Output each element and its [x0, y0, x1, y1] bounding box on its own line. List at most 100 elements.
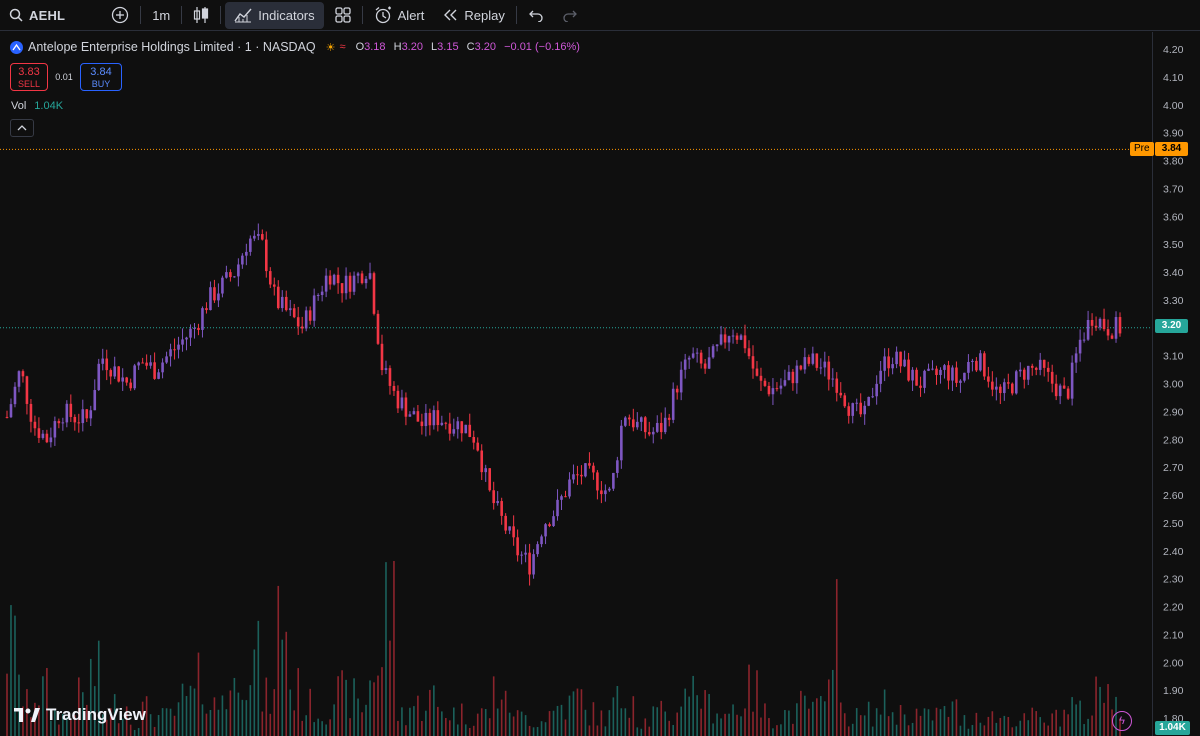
price-tick-label: 4.20	[1163, 44, 1184, 56]
price-axis[interactable]: 4.20 4.10 4.00 3.90 3.80 3.70 3.60 3.50 3.40 3.30…	[1152, 32, 1200, 736]
candle-body	[1098, 318, 1102, 328]
candle-body	[1094, 325, 1098, 328]
volume-bar	[1079, 700, 1081, 736]
sell-button[interactable]: 3.83 SELL	[10, 63, 48, 91]
candle-body	[807, 357, 811, 364]
symbol-title[interactable]: Antelope Enterprise Holdings Limited · 1…	[28, 40, 316, 54]
chart-type-button[interactable]	[184, 0, 218, 31]
volume-bar	[839, 702, 842, 736]
grid-icon	[334, 7, 351, 23]
price-tick-label: 3.00	[1163, 379, 1184, 391]
candle-body	[923, 370, 926, 388]
volume-bar	[189, 685, 192, 736]
volume-bar	[488, 718, 491, 736]
alert-button[interactable]: Alert	[365, 0, 434, 31]
volume-bar	[540, 721, 543, 736]
candle-body	[504, 515, 507, 531]
compare-button[interactable]	[102, 0, 138, 31]
interval-button[interactable]: 1m	[143, 0, 179, 31]
candle-body	[596, 472, 599, 491]
volume-bar	[859, 715, 862, 736]
collapse-legend-button[interactable]	[10, 119, 34, 137]
volume-bar	[301, 720, 304, 736]
candle-body	[1082, 339, 1086, 341]
pre-market-price-label: 3.84	[1155, 142, 1188, 156]
volume-bar	[1099, 686, 1101, 736]
volume-bar	[564, 719, 567, 736]
replay-button[interactable]: Replay	[433, 0, 513, 31]
candle-body	[360, 273, 364, 284]
buy-button[interactable]: 3.84 BUY	[80, 63, 122, 91]
undo-button[interactable]	[519, 0, 553, 31]
candle-body	[847, 406, 851, 416]
candle-body	[436, 410, 440, 426]
candle-body	[476, 442, 480, 451]
candle-body	[488, 468, 491, 491]
symbol-search[interactable]: AEHL	[0, 0, 74, 31]
volume-bar	[895, 724, 898, 736]
price-tick-label: 2.10	[1163, 629, 1184, 641]
volume-bar	[1075, 704, 1077, 736]
candle-body	[348, 275, 352, 292]
volume-bar	[740, 716, 742, 736]
chart-pane[interactable]	[0, 32, 1152, 736]
volume-bar	[891, 712, 894, 736]
volume-bar	[724, 713, 726, 736]
layouts-button[interactable]	[326, 0, 360, 31]
volume-bar	[225, 709, 228, 736]
candle-body	[145, 362, 148, 366]
close-key: C	[466, 41, 475, 53]
candle-body	[249, 238, 252, 252]
volume-bar	[121, 718, 124, 736]
volume-bar	[636, 727, 639, 736]
volume-bar	[1019, 720, 1022, 736]
candle-body	[835, 378, 839, 393]
volume-bar	[752, 711, 754, 736]
volume-bar	[788, 710, 790, 736]
candle-body	[584, 463, 587, 477]
candle-body	[1050, 371, 1054, 384]
redo-button[interactable]	[553, 0, 587, 31]
volume-bar	[113, 694, 116, 736]
candle-body	[771, 388, 775, 395]
volume-bar	[911, 722, 914, 736]
volume-bar	[556, 705, 559, 736]
volume-bar	[125, 706, 128, 736]
candle-body	[352, 275, 356, 292]
candle-body	[699, 352, 703, 364]
volume-bar	[676, 712, 678, 736]
market-status-sun-icon[interactable]: ☀	[325, 41, 336, 54]
candle-body	[165, 356, 168, 363]
candle-body	[679, 369, 683, 393]
tradingview-logo[interactable]: TradingView	[14, 705, 146, 725]
volume-bar	[357, 698, 359, 736]
candle-body	[113, 366, 117, 377]
candle-body	[300, 326, 304, 329]
volume-bar	[117, 723, 120, 736]
candle-body	[580, 474, 583, 477]
candle-body	[69, 403, 73, 417]
price-chart[interactable]	[0, 32, 1152, 736]
data-delay-icon[interactable]: ≈	[339, 41, 346, 53]
volume-legend[interactable]: Vol 1.04K	[11, 100, 63, 112]
candle-body	[983, 353, 986, 377]
candle-body	[851, 403, 855, 416]
volume-bar	[78, 677, 80, 736]
volume-bar	[421, 720, 423, 736]
candle-body	[907, 359, 910, 381]
volume-bar	[951, 701, 954, 736]
candle-body	[787, 371, 791, 381]
candle-body	[368, 273, 372, 279]
price-tick-label: 1.90	[1163, 685, 1184, 697]
candle-body	[412, 411, 416, 415]
volume-bar	[221, 695, 224, 736]
candle-body	[492, 490, 495, 504]
volume-bar	[472, 725, 475, 736]
lightning-icon[interactable]: ϟ	[1112, 711, 1132, 731]
toolbar-divider	[361, 6, 363, 24]
candle-body	[1090, 319, 1094, 326]
volume-bar	[684, 688, 686, 736]
indicators-button[interactable]: Indicators	[225, 1, 324, 29]
volume-bar	[704, 690, 706, 736]
candle-body	[57, 421, 61, 424]
